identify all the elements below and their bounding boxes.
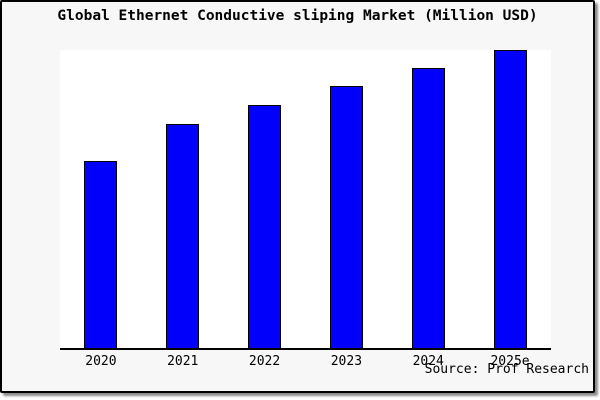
- bar-2020: [84, 161, 118, 348]
- plot-area: [60, 50, 551, 350]
- x-tick-label: 2021: [167, 354, 199, 369]
- source-text: Source: Prof Research: [424, 362, 589, 377]
- x-axis-labels: 2020 2021 2022 2023 2024 2025e: [60, 354, 551, 369]
- bar-2022: [248, 105, 282, 348]
- x-tick-label: 2022: [248, 354, 281, 369]
- chart-frame: Global Ethernet Conductive sliping Marke…: [0, 0, 595, 393]
- x-tick-label: 2024: [412, 354, 444, 369]
- bar-2024: [411, 68, 445, 348]
- chart-title: Global Ethernet Conductive sliping Marke…: [57, 8, 538, 24]
- bar-2025e: [493, 50, 527, 348]
- bar-2023: [329, 86, 363, 348]
- bar-2021: [166, 124, 200, 348]
- x-tick-label: 2025e: [490, 354, 530, 369]
- x-tick-label: 2023: [330, 354, 363, 369]
- x-tick-label: 2020: [85, 354, 117, 369]
- bars-container: [60, 50, 551, 348]
